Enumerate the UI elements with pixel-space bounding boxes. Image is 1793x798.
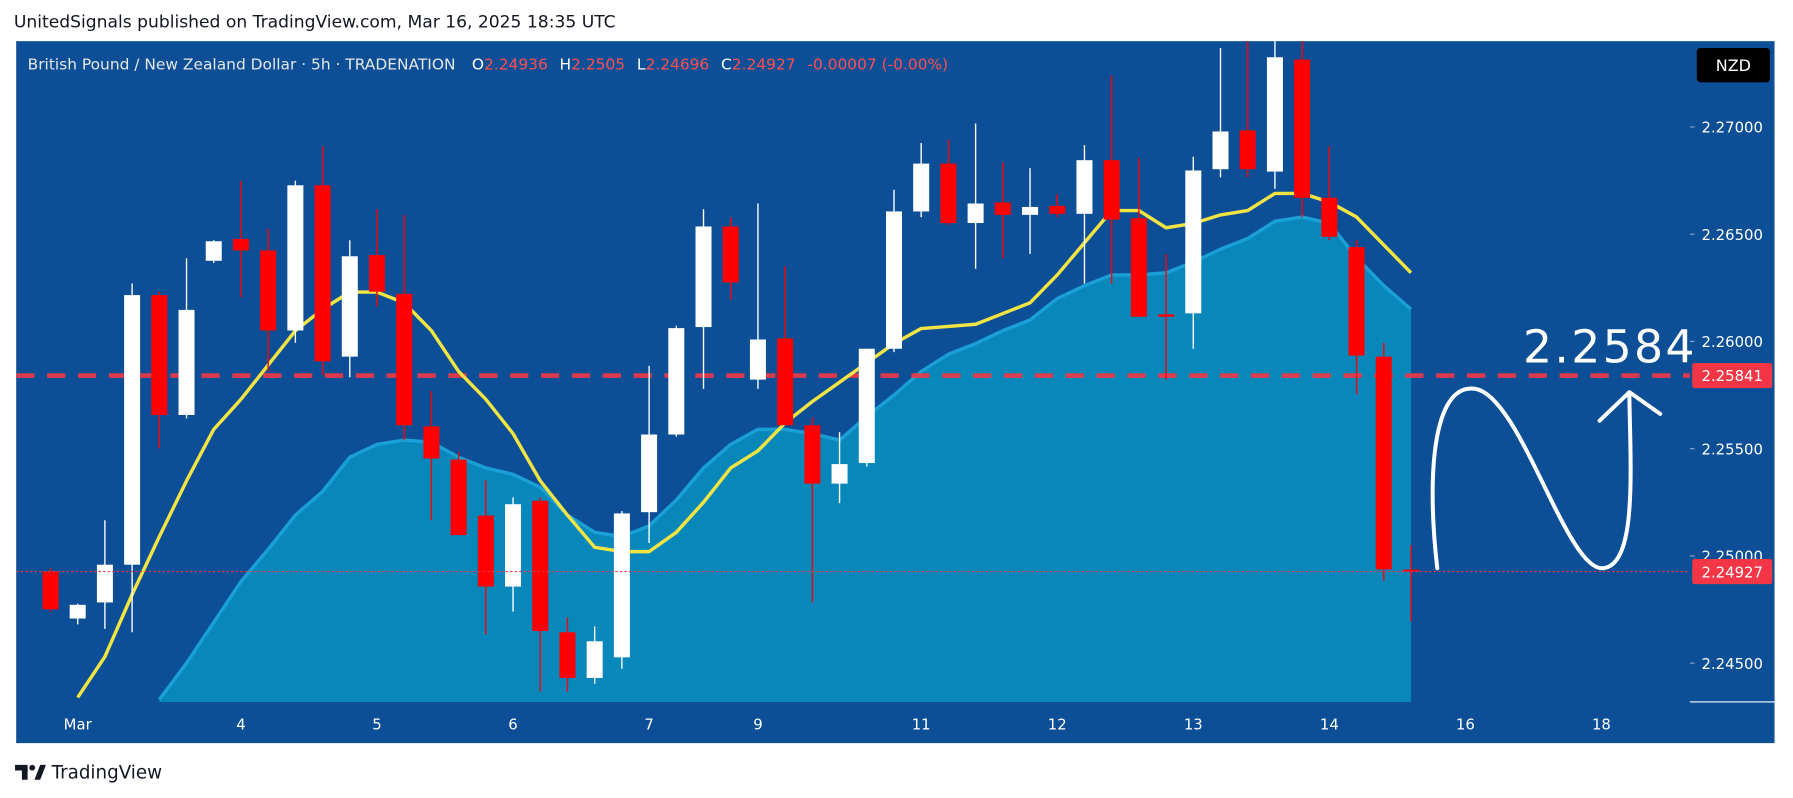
last-price-badge xyxy=(1692,558,1773,585)
overlay-layer: 2.245002.250002.255002.260002.265002.270… xyxy=(64,119,1773,733)
candle-body xyxy=(858,348,875,464)
candle-body xyxy=(967,203,984,224)
level-label: 2.25841 xyxy=(1702,367,1763,385)
x-tick-label: 16 xyxy=(1456,715,1475,733)
candle-body xyxy=(151,295,168,415)
x-tick-label: 7 xyxy=(644,715,653,733)
y-tick-label: 2.24500 xyxy=(1702,655,1763,673)
legend-value: 2.24927 xyxy=(732,56,796,74)
candle-body xyxy=(1212,131,1229,170)
x-tick-label: 12 xyxy=(1048,715,1067,733)
candle-body xyxy=(396,293,413,426)
ma-area-edge xyxy=(157,215,1413,701)
candle-body xyxy=(124,295,141,565)
candle-body xyxy=(1022,206,1039,215)
candle-body xyxy=(368,254,386,292)
candle-body xyxy=(913,163,930,212)
currency-badge xyxy=(1696,48,1770,83)
candle-body xyxy=(42,571,59,610)
candle-body xyxy=(1266,57,1283,172)
ma-area xyxy=(159,217,1411,702)
x-tick-label: 18 xyxy=(1592,715,1611,733)
candle-body xyxy=(477,515,494,587)
currency-label: NZD xyxy=(1716,56,1751,75)
candle-body xyxy=(994,202,1011,215)
candle-body xyxy=(96,564,113,603)
candle-body xyxy=(668,328,685,435)
candle-body xyxy=(613,513,630,658)
x-tick-label: 11 xyxy=(912,715,931,733)
candle-body xyxy=(532,500,549,631)
candle-body xyxy=(505,504,522,587)
candle-body xyxy=(1158,314,1175,317)
candle-body xyxy=(777,338,794,426)
legend: British Pound / New Zealand Dollar · 5h … xyxy=(28,56,949,74)
candle-body xyxy=(450,459,467,536)
legend-key: C xyxy=(721,56,732,74)
x-tick-label: 14 xyxy=(1320,715,1339,733)
candle-body xyxy=(722,226,739,283)
logo-shape xyxy=(15,764,28,780)
candle-body xyxy=(831,464,848,484)
legend-title: British Pound / New Zealand Dollar · 5h … xyxy=(28,56,456,74)
candle-body xyxy=(1294,59,1311,198)
candle-body xyxy=(586,641,603,678)
x-tick-label: 5 xyxy=(372,715,381,733)
last-price-label: 2.24927 xyxy=(1702,563,1763,581)
legend-key: O xyxy=(472,56,484,74)
plot-area xyxy=(16,41,1690,702)
legend-key: L xyxy=(637,56,646,74)
candle-body xyxy=(1321,197,1338,237)
legend-value: 2.24696 xyxy=(645,56,709,74)
candle-body xyxy=(1239,130,1256,170)
logo-dot xyxy=(29,764,36,771)
candle-body xyxy=(69,604,86,619)
candle-body xyxy=(1076,160,1093,214)
drawn-arrow xyxy=(1430,386,1633,571)
y-tick-label: 2.25500 xyxy=(1702,440,1763,458)
annotation-text: 2.2584 xyxy=(1523,320,1697,373)
legend-key: H xyxy=(560,56,572,74)
brand-logo xyxy=(15,764,46,780)
candle-body xyxy=(178,309,195,415)
y-tick-label: 2.26000 xyxy=(1702,333,1763,351)
candle-body xyxy=(885,211,902,349)
x-tick-label: 6 xyxy=(508,715,517,733)
candle-body xyxy=(341,256,358,357)
candle-body xyxy=(1185,170,1202,314)
publisher-line: UnitedSignals published on TradingView.c… xyxy=(14,12,616,32)
drawn-arrowhead xyxy=(1597,390,1663,423)
candle-body xyxy=(1402,569,1419,572)
x-tick-label: 9 xyxy=(753,715,762,733)
x-tick-label: Mar xyxy=(64,715,93,733)
candle-body xyxy=(1130,218,1147,317)
legend-value: 2.2505 xyxy=(571,56,625,74)
candle-body xyxy=(940,163,957,224)
candle-body xyxy=(1375,356,1392,570)
candle-body xyxy=(423,426,440,459)
x-tick-label: 4 xyxy=(236,715,245,733)
candle-body xyxy=(1103,160,1120,220)
candle-body xyxy=(641,434,658,513)
y-tick-label: 2.26500 xyxy=(1702,226,1763,244)
y-tick-label: 2.27000 xyxy=(1702,119,1763,137)
candle-body xyxy=(287,185,304,331)
candle-body xyxy=(804,425,821,484)
brand-name: TradingView xyxy=(51,763,163,784)
legend-value: 2.24936 xyxy=(484,56,548,74)
candle-body xyxy=(749,339,766,380)
candle-body xyxy=(314,185,331,362)
logo-shape xyxy=(34,764,46,780)
candle-body xyxy=(260,250,277,331)
x-tick-label: 13 xyxy=(1184,715,1203,733)
candle-body xyxy=(559,632,576,678)
candle-body xyxy=(695,226,712,328)
legend-change: -0.00007 (-0.00%) xyxy=(807,56,948,74)
candle-body xyxy=(1348,247,1365,356)
level-badge xyxy=(1692,362,1773,389)
candle-body xyxy=(205,241,222,261)
candle-body xyxy=(232,238,249,251)
candle-body xyxy=(1049,205,1066,214)
